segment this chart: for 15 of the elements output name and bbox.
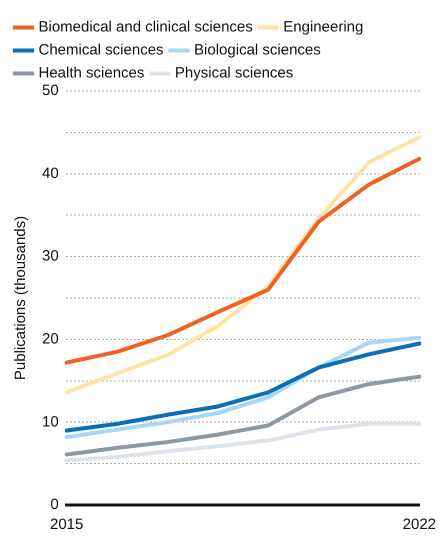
legend-label: Biological sciences xyxy=(194,42,321,59)
y-tick-label: 20 xyxy=(42,330,59,348)
legend-label: Chemical sciences xyxy=(38,42,164,59)
legend-label: Physical sciences xyxy=(174,64,294,82)
legend-label: Engineering xyxy=(283,18,364,36)
y-tick-label: 10 xyxy=(42,413,59,430)
y-axis-title: Publications (thousands) xyxy=(12,216,30,380)
x-tick-label: 2022 xyxy=(402,516,436,534)
y-tick-label: 0 xyxy=(50,496,59,514)
y-tick-label: 30 xyxy=(42,248,59,265)
y-tick-label: 50 xyxy=(42,82,59,100)
x-tick-label: 2015 xyxy=(50,516,84,534)
legend-label: Biomedical and clinical sciences xyxy=(38,18,253,36)
legend-label: Health sciences xyxy=(38,64,144,82)
y-tick-label: 40 xyxy=(42,164,59,182)
